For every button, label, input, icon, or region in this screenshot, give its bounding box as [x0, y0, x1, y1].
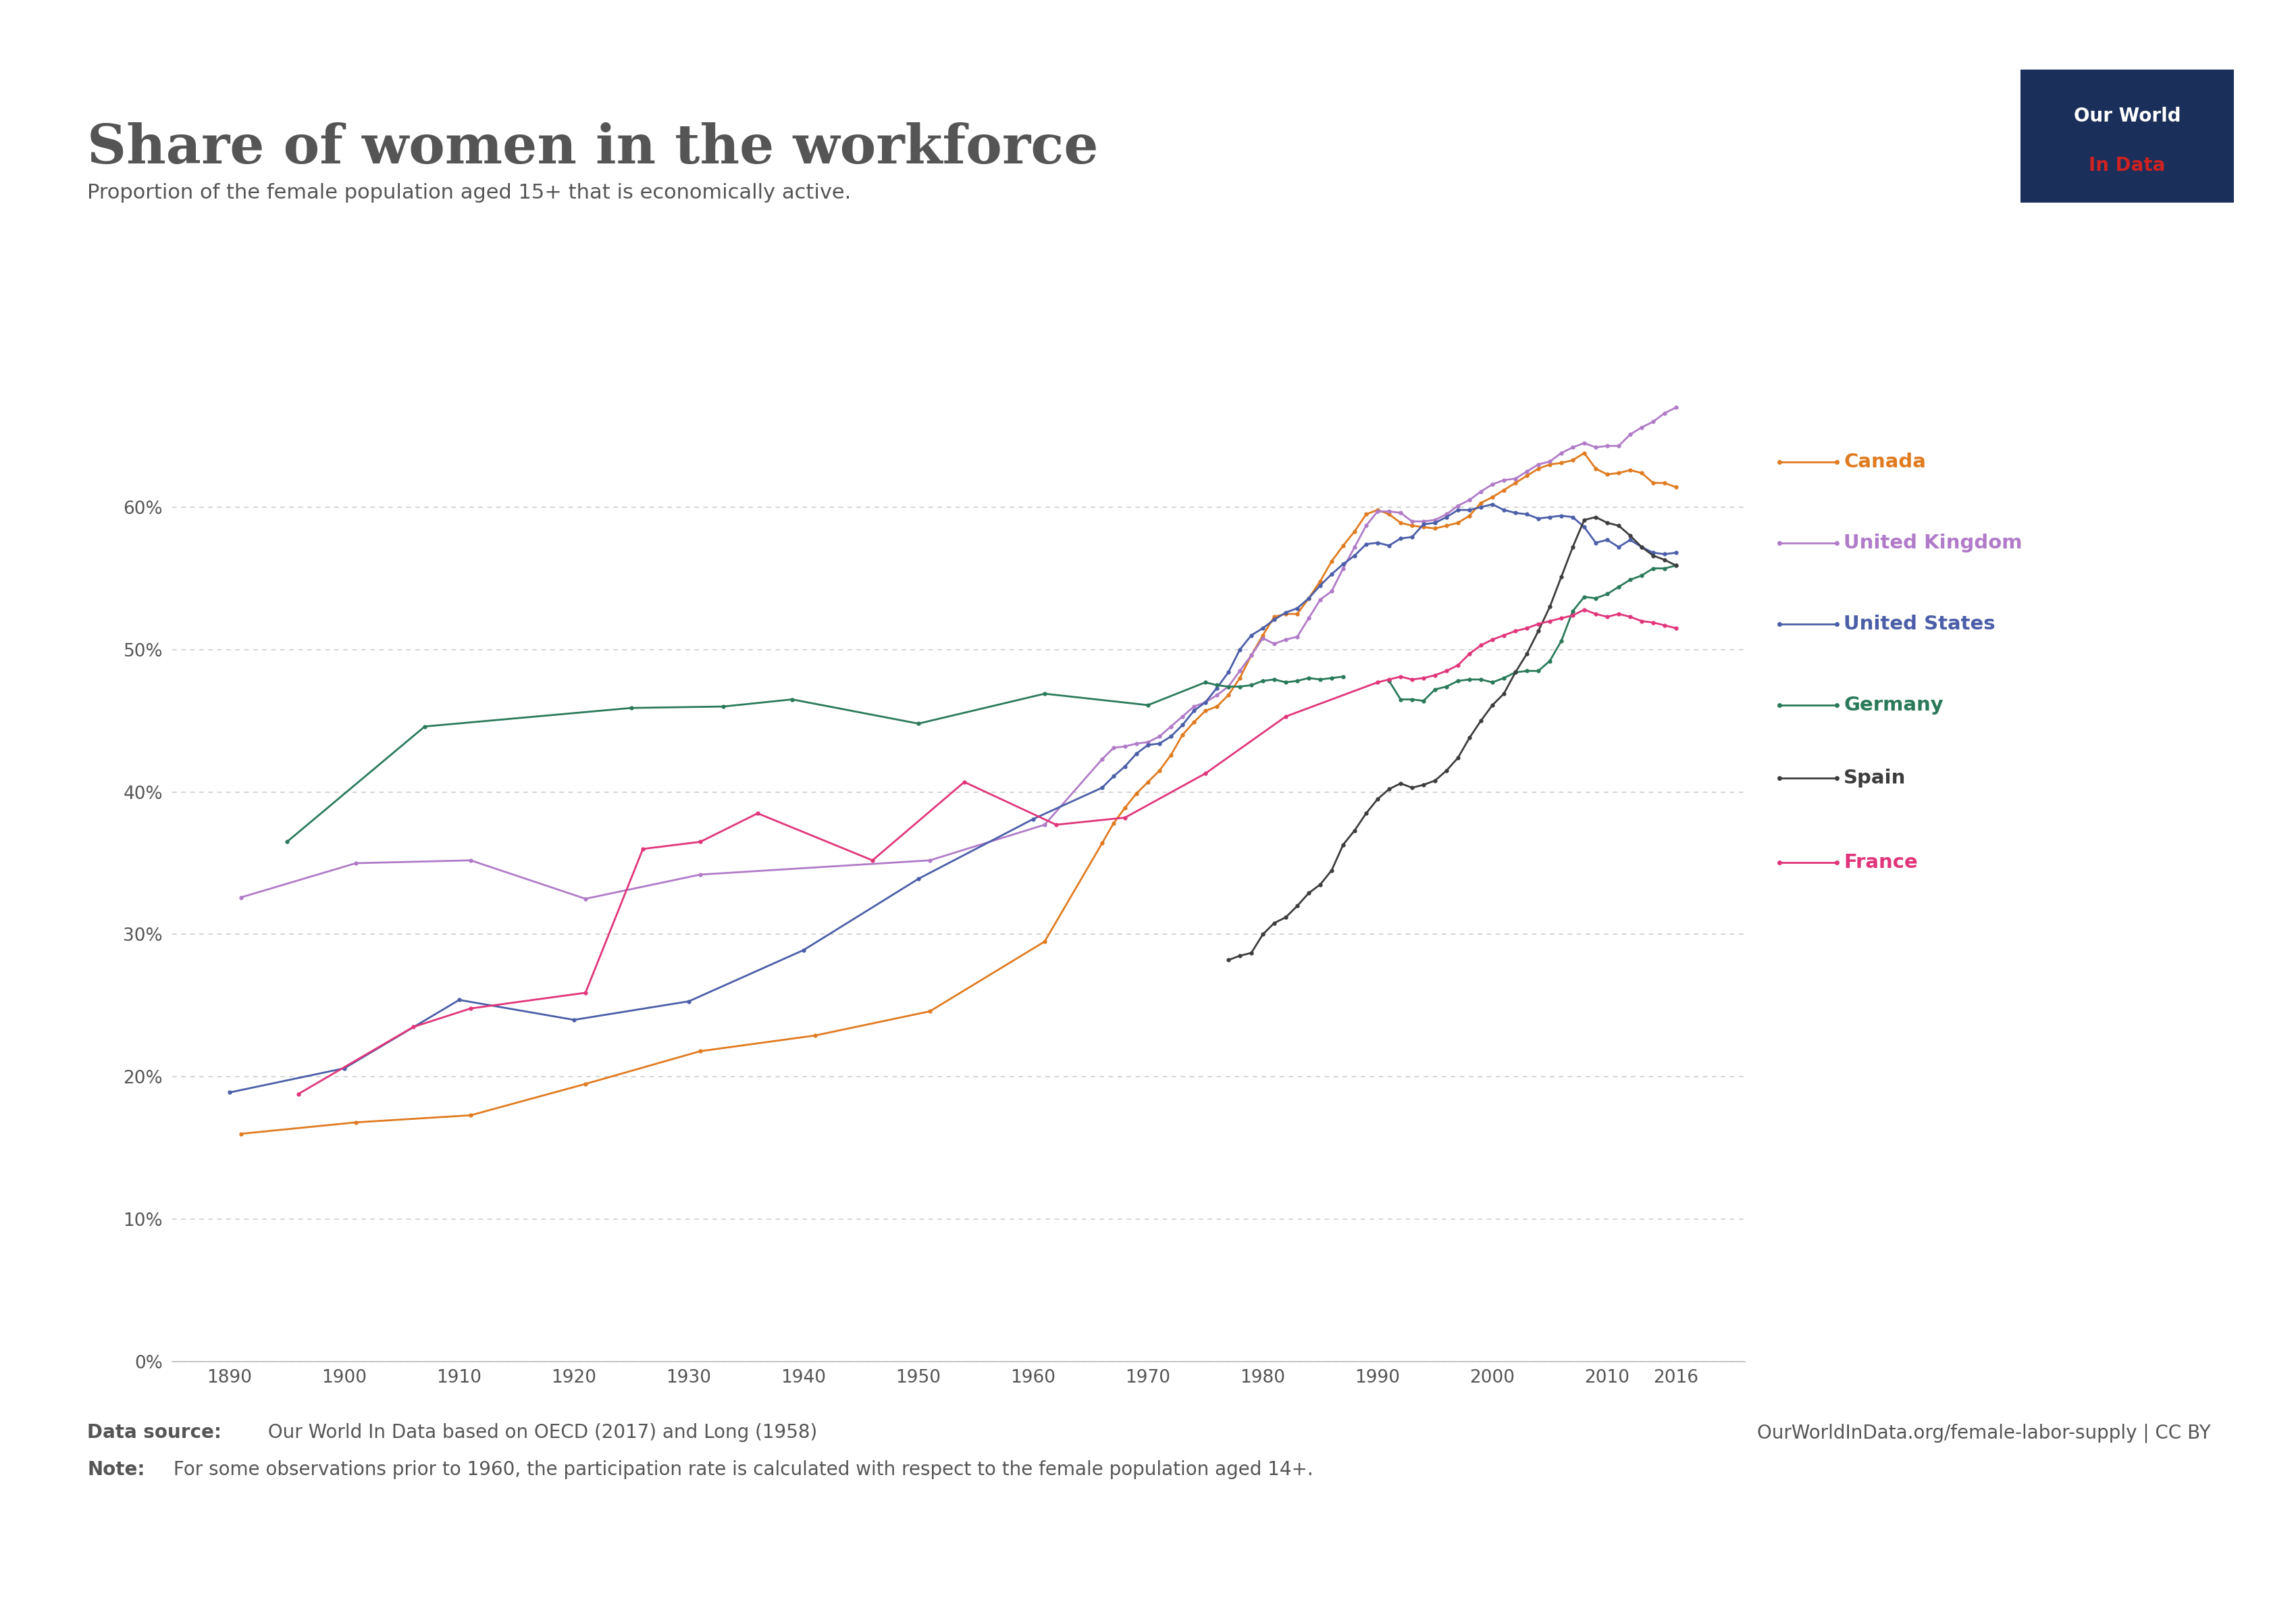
- Text: Data source:: Data source:: [87, 1423, 223, 1443]
- Text: For some observations prior to 1960, the participation rate is calculated with r: For some observations prior to 1960, the…: [168, 1461, 1313, 1480]
- Text: Our World: Our World: [2073, 107, 2181, 126]
- Text: In Data: In Data: [2089, 156, 2165, 175]
- Text: Note:: Note:: [87, 1461, 145, 1480]
- Text: Proportion of the female population aged 15+ that is economically active.: Proportion of the female population aged…: [87, 183, 852, 203]
- Text: Spain: Spain: [1844, 768, 1906, 788]
- Text: United States: United States: [1844, 614, 1995, 634]
- Text: Germany: Germany: [1844, 695, 1942, 715]
- Text: Our World In Data based on OECD (2017) and Long (1958): Our World In Data based on OECD (2017) a…: [262, 1423, 817, 1443]
- Text: France: France: [1844, 853, 1917, 872]
- Text: United Kingdom: United Kingdom: [1844, 533, 2023, 553]
- Text: Canada: Canada: [1844, 452, 1926, 472]
- Text: Share of women in the workforce: Share of women in the workforce: [87, 122, 1097, 175]
- Text: OurWorldInData.org/female-labor-supply | CC BY: OurWorldInData.org/female-labor-supply |…: [1756, 1423, 2211, 1443]
